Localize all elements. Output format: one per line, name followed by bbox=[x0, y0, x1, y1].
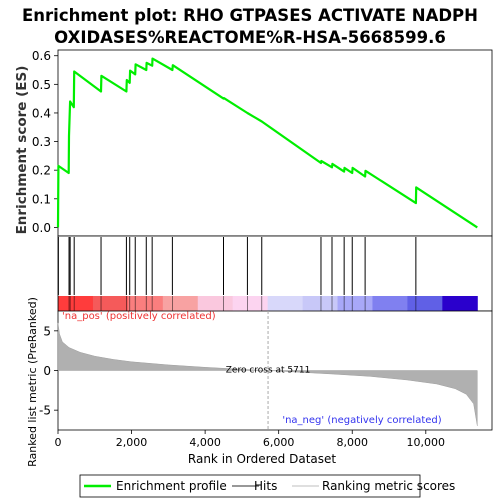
es-y-tick-label: 0.5 bbox=[32, 78, 51, 92]
legend-label: Hits bbox=[254, 479, 277, 493]
heatmap-band bbox=[232, 296, 269, 311]
ranking-metric-area bbox=[57, 322, 478, 427]
heatmap-band bbox=[407, 296, 443, 311]
es-y-tick-label: 0.6 bbox=[32, 49, 51, 63]
es-panel: 0.0 0.1 0.2 0.3 0.4 0.5 0.6 bbox=[32, 49, 493, 237]
zero-cross-label: Zero cross at 5711 bbox=[226, 366, 311, 376]
x-tick-label: 2,000 bbox=[116, 436, 148, 449]
x-axis-label: Rank in Ordered Dataset bbox=[188, 452, 336, 466]
heatmap-band bbox=[302, 296, 339, 311]
es-y-tick-label: 0.4 bbox=[32, 106, 51, 120]
metric-y-axis-label: Ranked list metric (PreRanked) bbox=[26, 297, 39, 467]
pos-label: 'na_pos' (positively correlated) bbox=[62, 311, 216, 322]
es-y-tick-label: 0.3 bbox=[32, 135, 51, 149]
heatmap-band bbox=[267, 296, 304, 311]
x-tick-label: 4,000 bbox=[189, 436, 221, 449]
chart-title-line-1: Enrichment plot: RHO GTPASES ACTIVATE NA… bbox=[22, 6, 478, 25]
es-plot-frame bbox=[57, 49, 493, 237]
x-tick-label: 6,000 bbox=[263, 436, 295, 449]
es-y-tick-label: 0.2 bbox=[32, 164, 51, 178]
heatmap-band bbox=[92, 296, 129, 311]
legend: Enrichment profile Hits Ranking metric sco… bbox=[79, 474, 455, 498]
neg-label: 'na_neg' (negatively correlated) bbox=[282, 415, 441, 426]
heatmap-band bbox=[197, 296, 234, 311]
metric-y-tick-label: 5 bbox=[43, 324, 51, 338]
heatmap-band bbox=[442, 296, 478, 311]
metric-y-tick-label: -5 bbox=[39, 404, 51, 418]
chart-title-line-2: OXIDASES%REACTOME%R-HSA-5668599.6 bbox=[54, 28, 446, 47]
heatmap-band bbox=[372, 296, 408, 311]
heatmap-band bbox=[58, 296, 94, 311]
metric-y-tick-label: 0 bbox=[43, 364, 51, 378]
es-y-tick-label: 0.0 bbox=[32, 221, 51, 235]
legend-label: Ranking metric scores bbox=[322, 479, 455, 493]
heatmap-band bbox=[162, 296, 199, 311]
heatmap-band bbox=[127, 296, 164, 311]
x-tick-label: 0 bbox=[55, 436, 62, 449]
legend-label: Enrichment profile bbox=[116, 479, 227, 493]
es-y-tick-label: 0.1 bbox=[32, 192, 51, 206]
x-tick-label: 8,000 bbox=[336, 436, 368, 449]
x-tick-label: 10,000 bbox=[407, 436, 446, 449]
metric-panel: -5 0 5 Zero cross at 5711 'na_pos' (positive… bbox=[39, 310, 493, 449]
hits-panel bbox=[57, 235, 493, 312]
enrichment-profile-line bbox=[56, 57, 478, 229]
es-y-axis-label: Enrichment score (ES) bbox=[14, 66, 30, 235]
heatmap-band bbox=[337, 296, 373, 311]
